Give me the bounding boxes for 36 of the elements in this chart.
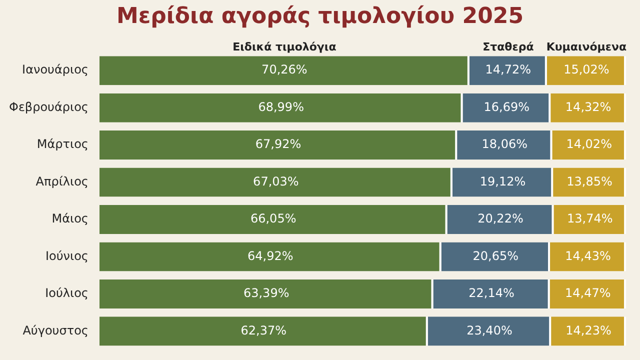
data-label: 23,40% bbox=[466, 323, 512, 338]
data-label: 15,02% bbox=[564, 62, 610, 77]
data-label: 66,05% bbox=[250, 212, 296, 226]
y-tick-label: Ιούνιος bbox=[45, 248, 88, 263]
series-label: Κυμαινόμενα bbox=[546, 40, 627, 54]
y-tick-label: Ιανουάριος bbox=[22, 62, 88, 77]
data-label: 16,69% bbox=[484, 100, 530, 114]
data-label: 62,37% bbox=[240, 323, 287, 338]
data-label: 18,06% bbox=[482, 137, 528, 152]
data-label: 68,99% bbox=[258, 100, 304, 114]
data-label: 14,02% bbox=[566, 137, 612, 152]
y-tick-label: Απρίλιος bbox=[36, 174, 88, 188]
data-label: 14,43% bbox=[565, 248, 611, 263]
data-label: 20,65% bbox=[472, 248, 519, 263]
y-tick-label: Μάιος bbox=[52, 212, 88, 226]
data-label: 19,12% bbox=[480, 174, 526, 188]
data-label: 13,74% bbox=[566, 212, 613, 226]
data-label: 20,22% bbox=[478, 212, 524, 226]
data-label: 64,92% bbox=[247, 248, 294, 263]
series-label: Ειδικά τιμολόγια bbox=[232, 40, 337, 54]
data-label: 14,32% bbox=[565, 100, 612, 114]
y-tick-label: Μάρτιος bbox=[36, 137, 88, 152]
y-tick-label: Ιούλιος bbox=[45, 286, 88, 300]
y-tick-label: Φεβρουάριος bbox=[8, 100, 88, 114]
data-label: 14,23% bbox=[566, 323, 612, 338]
data-label: 14,72% bbox=[485, 62, 532, 77]
data-label: 13,85% bbox=[566, 174, 612, 188]
data-label: 14,47% bbox=[565, 286, 611, 300]
data-label: 67,92% bbox=[255, 137, 302, 152]
data-label: 63,39% bbox=[243, 286, 290, 300]
data-label: 22,14% bbox=[468, 286, 514, 300]
data-label: 70,26% bbox=[262, 62, 308, 77]
series-label: Σταθερά bbox=[482, 40, 534, 54]
y-tick-label: Αύγουστος bbox=[22, 323, 88, 338]
data-label: 67,03% bbox=[253, 174, 299, 188]
chart-title: Μερίδια αγοράς τιμολογίου 2025 bbox=[115, 3, 525, 31]
